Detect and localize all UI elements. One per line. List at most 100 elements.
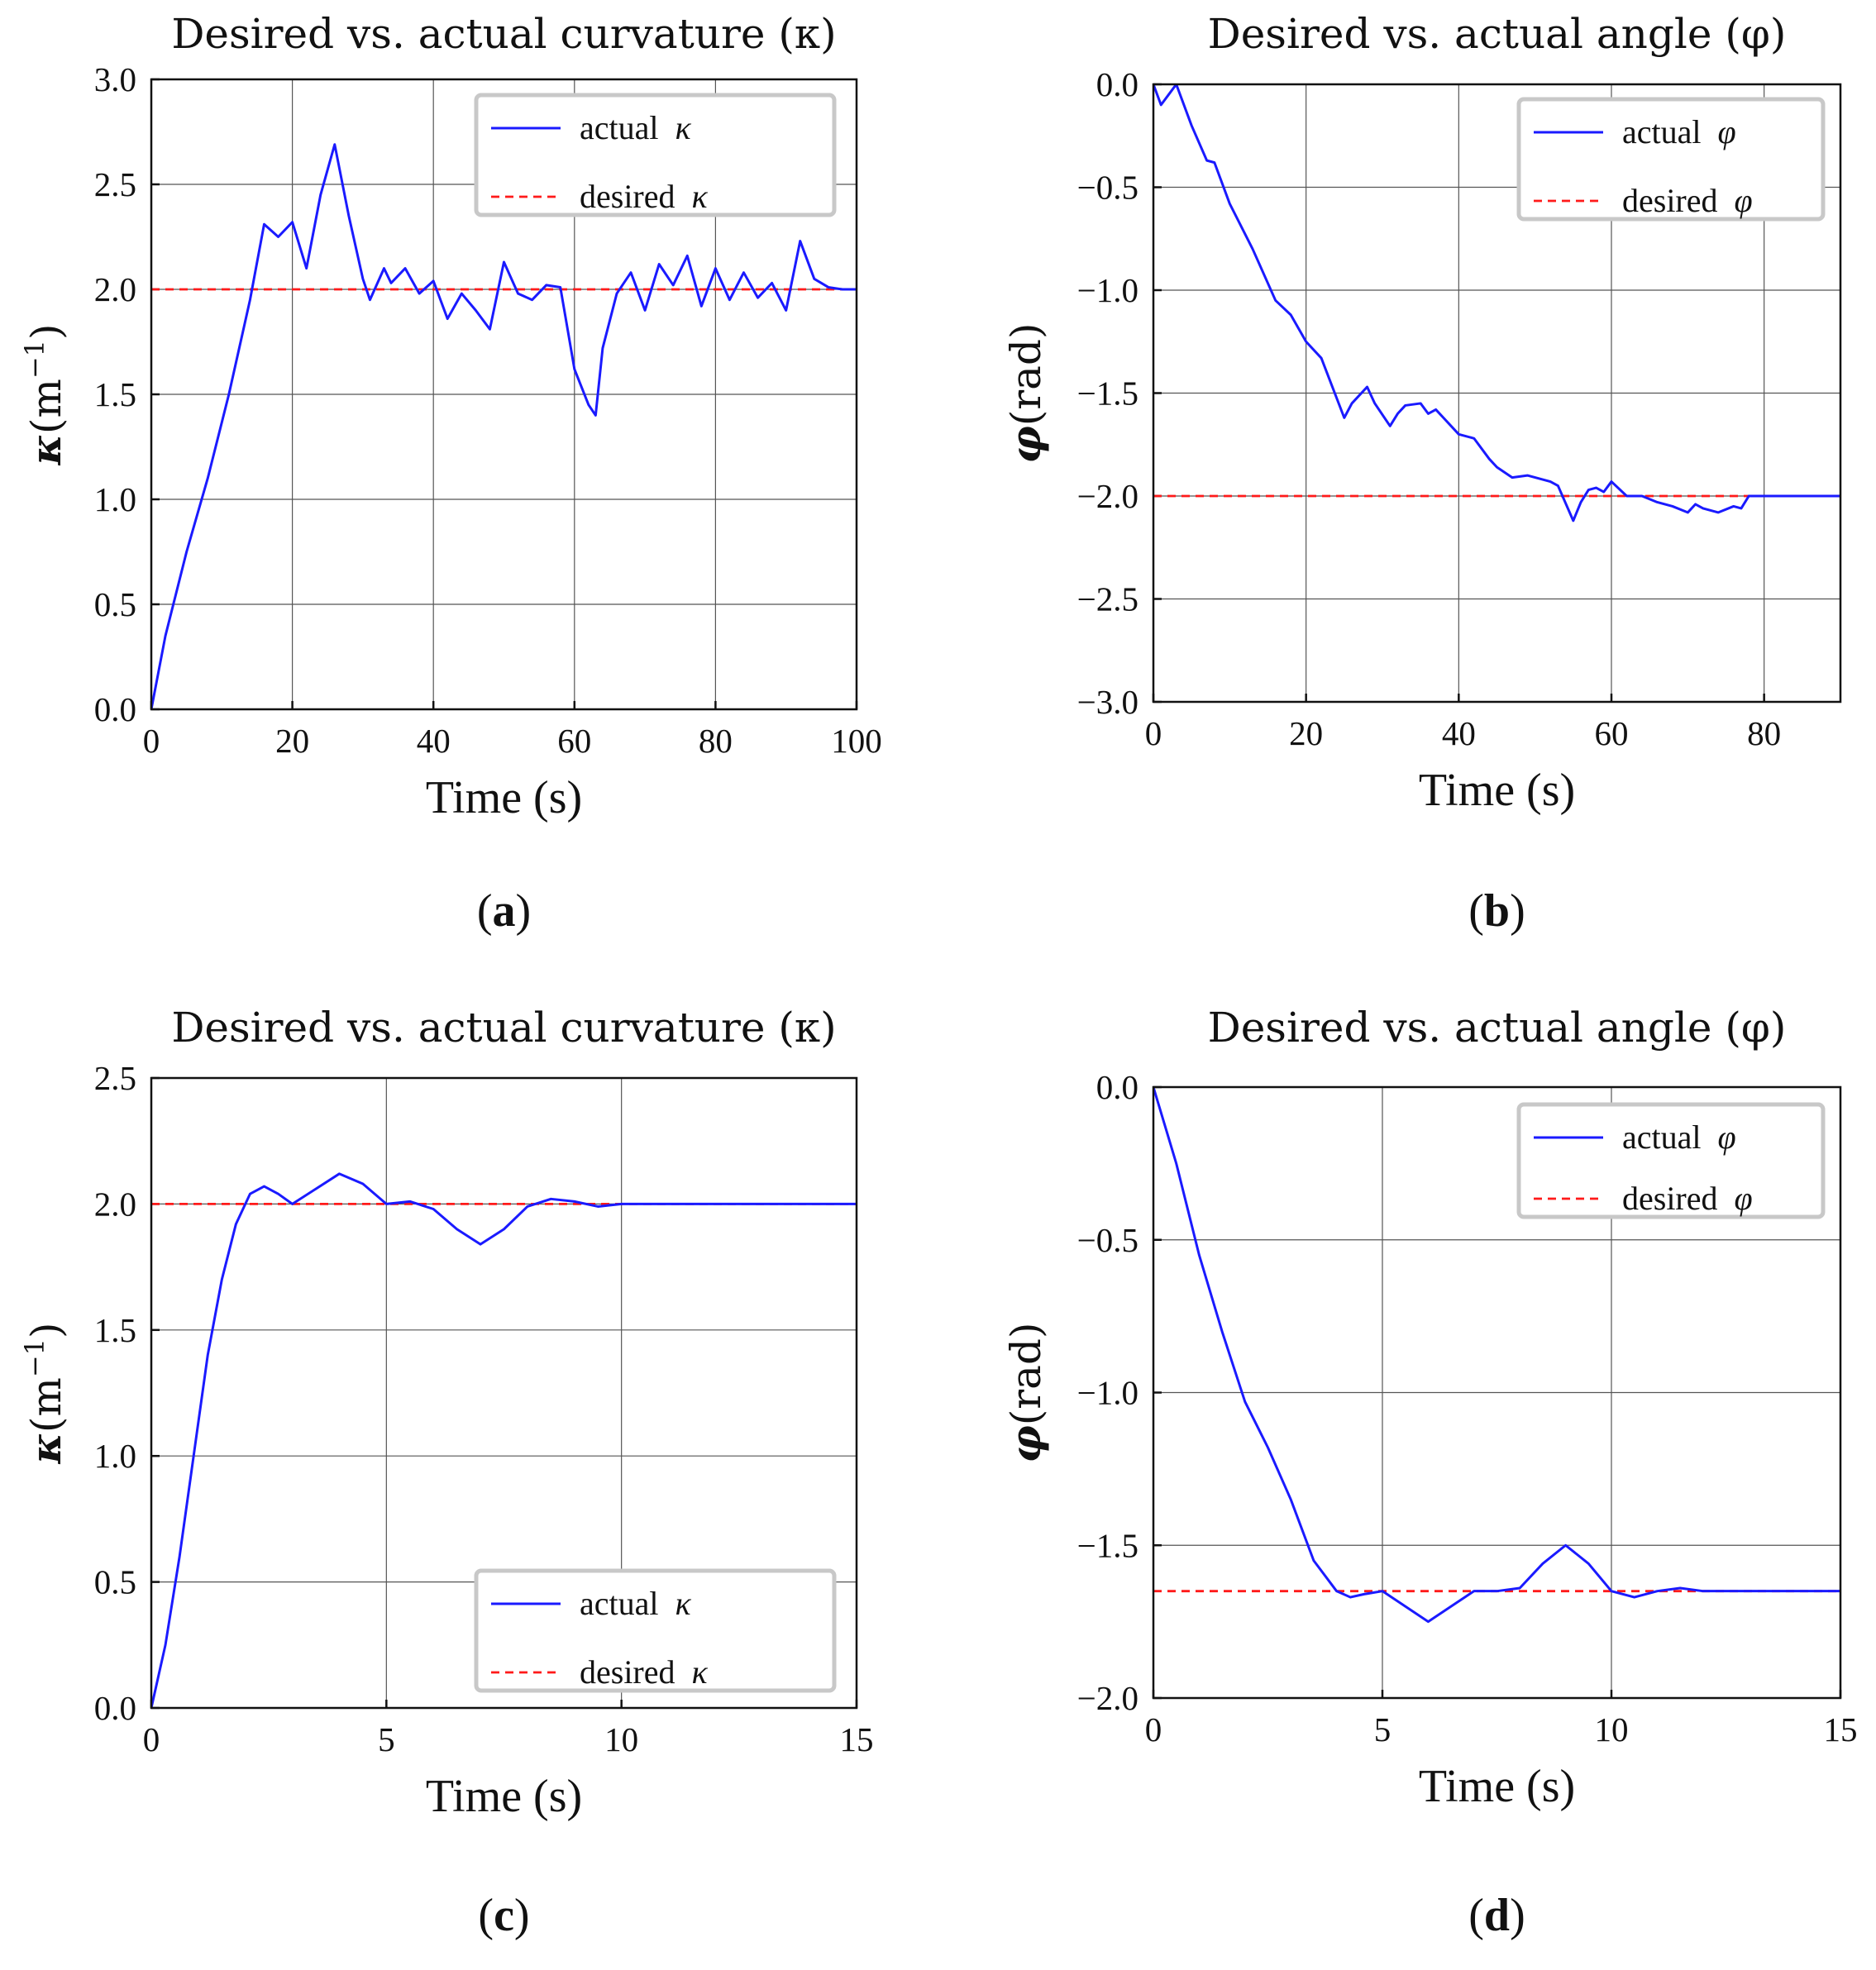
x-tick-label: 20 [1289,714,1323,752]
legend-entry-text: desired [1622,182,1726,219]
x-tick-label: 0 [143,1720,160,1758]
chart-b: Desired vs. actual angle (φ) 0 20 40 60 80 0.0… [1001,10,1842,937]
legend-entry-symbol: φ [1718,1119,1736,1156]
y-tick-label: 2.0 [94,1185,136,1223]
y-axis-symbol: κ [21,1433,70,1464]
legend-entry-text: actual [1622,1119,1710,1156]
y-axis-label: φ(rad) [1001,1323,1050,1463]
chart-title: Desired vs. actual curvature (κ) [171,10,836,58]
legend-box [474,93,837,217]
panel-caption-letter: d [1484,1890,1510,1941]
x-tick-label: 40 [1442,714,1476,752]
panel-caption: (a) [477,885,531,937]
chart-c: Desired vs. actual curvature (κ) 0 5 10 15 0.… [19,1004,874,1941]
chart-title: Desired vs. actual angle (φ) [1208,1004,1787,1052]
actual-series-line [151,1172,857,1708]
chart-a: Desired vs. actual curvature (κ) 0 20 40 60 8… [19,10,882,937]
x-tick-label: 60 [1595,714,1629,752]
legend-entry-text: actual [580,1585,667,1622]
actual-series-line [151,143,857,709]
legend-entry-symbol: φ [1735,1180,1753,1217]
legend-entry-text: actual [580,109,667,146]
y-tick-label: 0.0 [94,1689,136,1727]
x-tick-label: 100 [831,722,882,760]
y-tick-label: 0.0 [1096,65,1138,103]
legend-box [474,1568,837,1693]
y-tick-label: 1.5 [94,1311,136,1349]
y-axis-symbol: φ [1001,426,1050,463]
y-axis-unit: (rad) [1002,1323,1050,1426]
y-tick-label: −2.5 [1077,580,1138,618]
x-axis-label: Time (s) [1419,765,1575,816]
legend-entry-symbol: κ [675,109,692,146]
x-tick-label: 5 [1374,1710,1391,1748]
x-tick-label: 60 [557,722,591,760]
legend-entry-label: actual κ [580,109,692,146]
plot-frame [1152,83,1842,704]
y-tick-label: −2.0 [1077,477,1138,515]
x-tick-label: 80 [1747,714,1781,752]
y-axis-unit-exponent: −1 [19,340,50,379]
actual-series-line [1153,84,1840,522]
x-axis-label: Time (s) [426,1771,582,1822]
x-tick-label: 5 [378,1720,395,1758]
panel-caption: (b) [1468,885,1525,937]
chart-d: Desired vs. actual angle (φ) 0 5 10 15 0.0 −0.… [1001,1004,1858,1941]
y-tick-label: −0.5 [1077,169,1138,207]
legend-entry-label: actual φ [1622,1119,1736,1156]
legend-entry-label: desired φ [1622,1180,1753,1217]
y-axis-symbol: κ [21,434,70,465]
y-tick-label: −0.5 [1077,1221,1138,1259]
legend-entry-label: desired κ [580,178,709,215]
legend-entry-label: desired κ [580,1653,709,1691]
plot-frame [150,1076,858,1710]
y-tick-label: 0.5 [94,1563,136,1601]
legend-box [1516,97,1826,222]
y-tick-label: 0.0 [94,690,136,728]
x-tick-label: 20 [275,722,309,760]
panel-caption-letter: c [494,1890,514,1941]
y-tick-label: −1.5 [1077,1526,1138,1564]
y-tick-label: 2.5 [94,1059,136,1097]
y-axis-unit: (m [22,1377,70,1433]
y-axis-label: κ(m−1) [19,323,70,465]
x-axis-label: Time (s) [426,772,582,823]
y-tick-label: 0.5 [94,585,136,623]
panel-caption: (c) [478,1890,529,1941]
y-tick-label: 1.0 [94,480,136,518]
legend-entry-symbol: φ [1735,182,1753,219]
y-tick-label: −1.0 [1077,1374,1138,1412]
y-axis-label: κ(m−1) [19,1322,70,1464]
y-axis-unit: (m [22,379,70,434]
y-tick-label: −1.5 [1077,374,1138,413]
y-axis-label: φ(rad) [1001,323,1050,464]
y-tick-label: 3.0 [94,60,136,98]
legend-entry-text: desired [580,178,684,215]
panel-caption-letter: a [493,885,516,937]
legend-entry-text: actual [1622,113,1710,150]
chart-title: Desired vs. actual curvature (κ) [171,1004,836,1052]
x-tick-label: 15 [840,1720,874,1758]
y-tick-label: −1.0 [1077,271,1138,309]
legend-entry-label: actual φ [1622,113,1736,150]
x-tick-label: 10 [604,1720,638,1758]
x-tick-label: 15 [1824,1710,1858,1748]
legend-entry-symbol: κ [692,178,709,215]
panel-caption-letter: b [1484,885,1510,937]
y-axis-unit-close: ) [22,323,70,340]
y-axis-unit: (rad) [1002,323,1050,427]
y-axis-unit-exponent: −1 [19,1338,50,1377]
y-tick-label: −3.0 [1077,683,1138,721]
x-tick-label: 10 [1595,1710,1629,1748]
plot-frame [1152,1085,1842,1700]
legend-entry-symbol: φ [1718,113,1736,150]
y-tick-label: 2.0 [94,270,136,308]
actual-series-line [1153,1087,1840,1624]
chart-title: Desired vs. actual angle (φ) [1208,10,1787,58]
y-tick-label: −2.0 [1077,1679,1138,1717]
x-tick-label: 40 [417,722,451,760]
